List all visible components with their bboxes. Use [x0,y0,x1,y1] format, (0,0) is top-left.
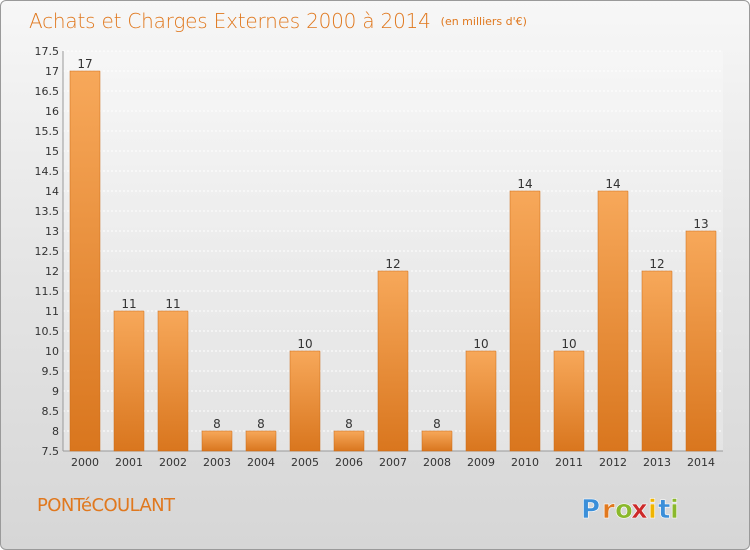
x-tick-label-2007: 2007 [379,456,407,469]
logo-letter: P [581,495,600,525]
x-tick-label-2004: 2004 [247,456,275,469]
x-tick-label-2002: 2002 [159,456,187,469]
logo-letter: t [658,495,670,525]
x-tick-label-2003: 2003 [203,456,231,469]
y-tick-label: 16 [45,105,59,118]
x-tick-label-2013: 2013 [643,456,671,469]
data-label-2008: 8 [433,417,441,431]
x-tick-label-2005: 2005 [291,456,319,469]
data-label-2014: 13 [693,217,708,231]
logo-letter: i [648,495,657,525]
bar-2013 [641,270,673,452]
x-tick-label-2008: 2008 [423,456,451,469]
bar-2004 [245,430,277,452]
bar-2012 [597,190,629,452]
y-tick-label: 10 [45,345,59,358]
y-tick-label: 16.5 [35,85,60,98]
data-label-2003: 8 [213,417,221,431]
x-tick-label-2011: 2011 [555,456,583,469]
place-name: PONTéCOULANT [37,495,175,516]
y-tick-label: 15.5 [35,125,60,138]
data-label-2013: 12 [649,257,664,271]
y-tick-label: 14.5 [35,165,60,178]
data-label-2011: 10 [561,337,576,351]
logo-letter: r [602,495,615,525]
y-tick-label: 14 [45,185,59,198]
y-tick-label: 8.5 [42,405,60,418]
y-tick-label: 17 [45,65,59,78]
x-tick-label-2001: 2001 [115,456,143,469]
x-tick-label-2000: 2000 [71,456,99,469]
data-label-2004: 8 [257,417,265,431]
data-label-2012: 14 [605,177,620,191]
x-tick-label-2010: 2010 [511,456,539,469]
chart-title-text: Achats et Charges Externes 2000 à 2014 [29,9,431,33]
x-tick-label-2014: 2014 [687,456,715,469]
bar-2005 [289,350,321,452]
y-tick-label: 9 [52,385,59,398]
bar-2003 [201,430,233,452]
y-tick-label: 9.5 [42,365,60,378]
chart-title: Achats et Charges Externes 2000 à 2014 (e… [29,9,527,33]
data-label-2010: 14 [517,177,532,191]
y-tick-label: 11.5 [35,285,60,298]
x-tick-label-2006: 2006 [335,456,363,469]
y-tick-label: 12.5 [35,245,60,258]
bar-2000 [69,70,101,452]
bar-2008 [421,430,453,452]
data-label-2005: 10 [297,337,312,351]
x-tick-label-2012: 2012 [599,456,627,469]
bar-2014 [685,230,717,452]
y-tick-label: 12 [45,265,59,278]
bar-2002 [157,310,189,452]
y-tick-label: 11 [45,305,59,318]
y-tick-label: 13 [45,225,59,238]
data-label-2001: 11 [121,297,136,311]
data-label-2006: 8 [345,417,353,431]
data-label-2007: 12 [385,257,400,271]
y-tick-label: 13.5 [35,205,60,218]
bar-2006 [333,430,365,452]
logo-letter: o [615,495,633,525]
data-label-2009: 10 [473,337,488,351]
y-tick-label: 10.5 [35,325,60,338]
y-tick-label: 17.5 [35,45,60,58]
logo-letter: x [631,495,648,525]
bar-2007 [377,270,409,452]
bar-2009 [465,350,497,452]
data-label-2002: 11 [165,297,180,311]
bar-2010 [509,190,541,452]
y-tick-label: 8 [52,425,59,438]
y-tick-label: 7.5 [42,445,60,458]
bar-2011 [553,350,585,452]
x-tick-label-2009: 2009 [467,456,495,469]
y-tick-label: 15 [45,145,59,158]
data-label-2000: 17 [77,57,92,71]
chart-unit: (en milliers d'€) [440,15,527,28]
bar-2001 [113,310,145,452]
logo-letter: i [670,495,679,525]
